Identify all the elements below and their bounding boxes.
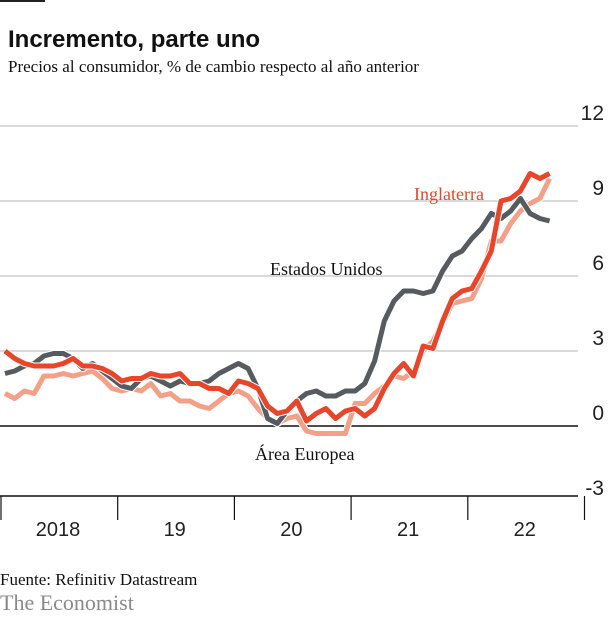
series-halo xyxy=(4,195,551,427)
x-tick-label: 2018 xyxy=(36,519,81,541)
x-tick-label: 21 xyxy=(397,519,419,541)
series-label: Área Europea xyxy=(255,443,354,464)
series-line-0 xyxy=(4,196,551,426)
x-tick-label: 20 xyxy=(280,519,302,541)
series-line-2 xyxy=(3,171,551,424)
y-tick-label: -3 xyxy=(585,477,604,500)
series-label: Inglaterra xyxy=(414,184,484,204)
chart-subtitle: Precios al consumidor, % de cambio respe… xyxy=(8,57,419,76)
series-line-1 xyxy=(3,177,552,436)
chart-title: Incremento, parte uno xyxy=(8,26,261,53)
y-tick-label: 9 xyxy=(592,177,604,200)
y-tick-label: 0 xyxy=(592,402,604,425)
source-note: Fuente: Refinitiv Datastream xyxy=(0,570,198,589)
chart: -3 0 3 6 9 12 2018 19 20 21 22 Estados Unidos Área E… xyxy=(0,102,604,541)
y-tick-label: 6 xyxy=(592,252,604,275)
series-label: Estados Unidos xyxy=(270,259,383,279)
top-rule xyxy=(0,0,45,2)
x-tick-label: 19 xyxy=(164,519,186,541)
y-tick-label: 12 xyxy=(581,102,604,125)
series-halo xyxy=(3,176,553,437)
x-tick-label: 22 xyxy=(514,519,536,541)
y-tick-label: 3 xyxy=(592,327,604,350)
brand-logo: The Economist xyxy=(0,590,134,615)
